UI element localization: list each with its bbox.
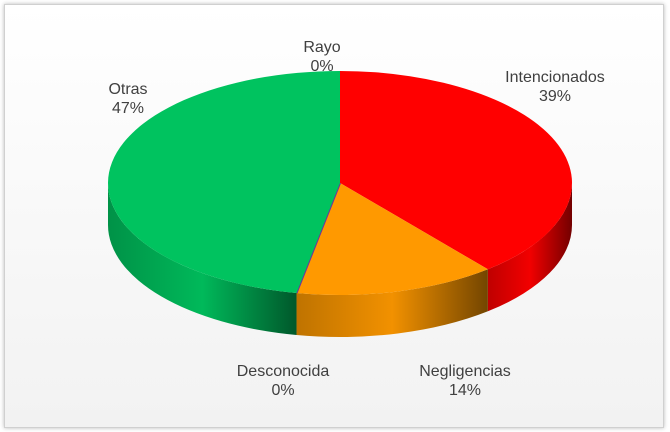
category-label: Rayo bbox=[303, 39, 341, 56]
value-label: 39% bbox=[538, 88, 572, 105]
pie-side bbox=[296, 269, 488, 337]
value-label: 47% bbox=[111, 100, 145, 117]
value-label: 14% bbox=[448, 382, 482, 399]
pie-side bbox=[108, 183, 297, 336]
data-label: Intencionados 39% bbox=[505, 68, 605, 106]
data-label: Rayo 0% bbox=[272, 38, 372, 76]
data-label: Otras 47% bbox=[78, 80, 178, 118]
data-label: Desconocida 0% bbox=[233, 362, 333, 400]
pie-slice bbox=[107, 71, 340, 294]
category-label: Desconocida bbox=[236, 363, 330, 380]
category-label: Negligencias bbox=[419, 363, 511, 380]
pie-slice bbox=[340, 71, 573, 270]
category-label: Intencionados bbox=[505, 69, 605, 86]
data-label: Negligencias 14% bbox=[415, 362, 515, 400]
pie-slice bbox=[295, 182, 341, 294]
pie-slice bbox=[296, 183, 488, 295]
category-label: Otras bbox=[108, 81, 148, 98]
pie-side bbox=[487, 183, 572, 312]
value-label: 0% bbox=[271, 382, 295, 399]
value-label: 0% bbox=[310, 58, 334, 75]
